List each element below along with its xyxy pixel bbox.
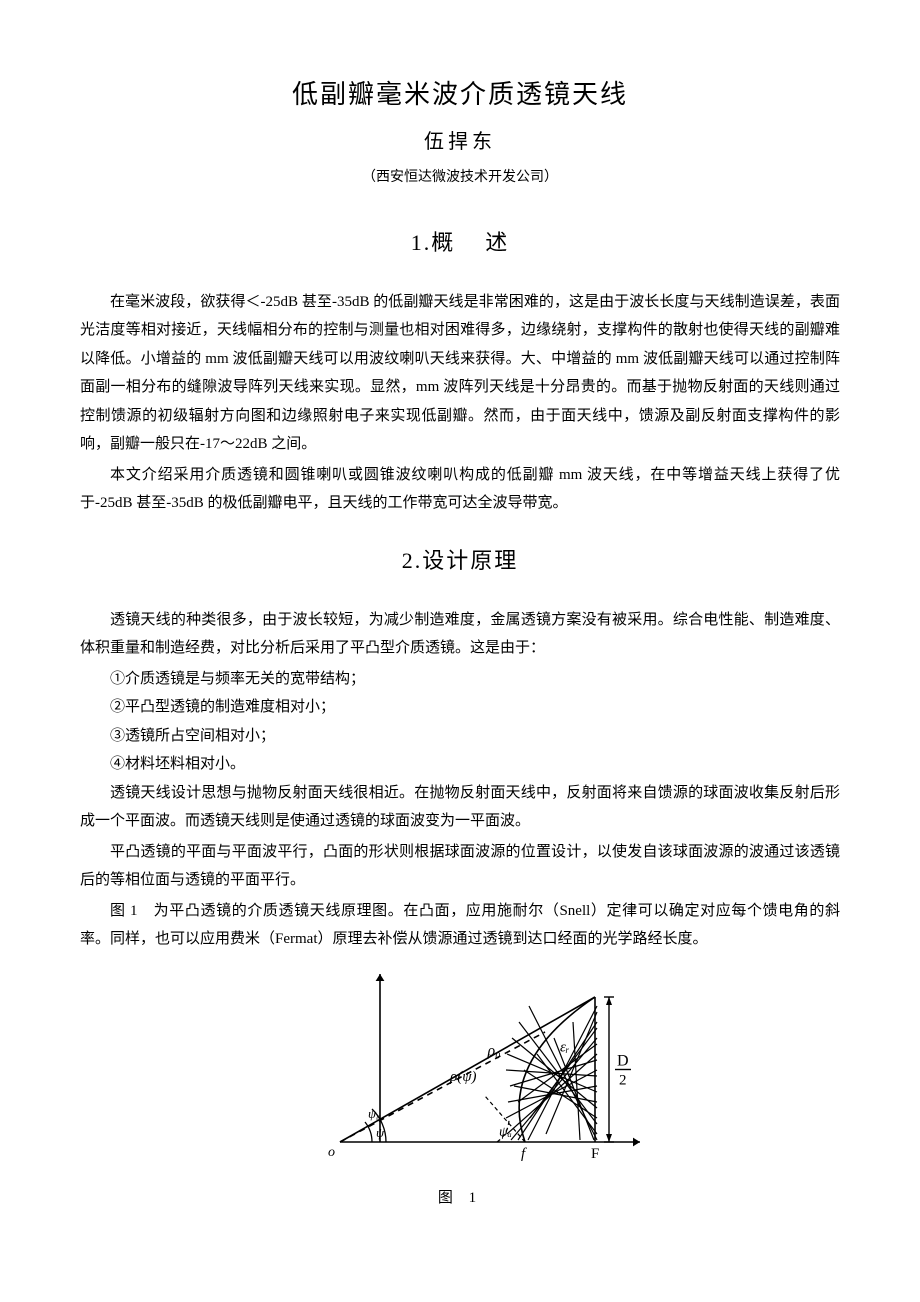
section-1-name-b: 述 bbox=[485, 230, 509, 255]
s2-li1: ①介质透镜是与频率无关的宽带结构； bbox=[80, 665, 840, 694]
s2-p1: 透镜天线的种类很多，由于波长较短，为减少制造难度，金属透镜方案没有被采用。综合电… bbox=[80, 606, 840, 663]
author-name: 伍捍东 bbox=[80, 123, 840, 161]
s2-p2: 透镜天线设计思想与抛物反射面天线很相近。在抛物反射面天线中，反射面将来自馈源的球… bbox=[80, 779, 840, 836]
svg-text:f: f bbox=[521, 1146, 527, 1162]
svg-text:εᵣ: εᵣ bbox=[560, 1039, 570, 1055]
svg-text:ψₐ: ψₐ bbox=[499, 1125, 512, 1140]
svg-text:ψ: ψ bbox=[376, 1125, 385, 1140]
section-1-number: 1. bbox=[411, 230, 432, 255]
s2-li2: ②平凸型透镜的制造难度相对小； bbox=[80, 693, 840, 722]
svg-text:ψ₀: ψ₀ bbox=[368, 1106, 381, 1121]
figure-1-caption: 图 1 bbox=[80, 1184, 840, 1213]
s2-p3: 平凸透镜的平面与平面波平行，凸面的形状则根据球面波源的位置设计，以使发自该球面波… bbox=[80, 838, 840, 895]
s2-p4: 图 1 为平凸透镜的介质透镜天线原理图。在凸面，应用施耐尔（Snell）定律可以… bbox=[80, 897, 840, 954]
affiliation: （西安恒达微波技术开发公司） bbox=[80, 165, 840, 192]
svg-text:F: F bbox=[591, 1146, 599, 1162]
svg-text:2: 2 bbox=[619, 1072, 627, 1088]
section-2-number: 2. bbox=[402, 548, 423, 573]
section-2-header: 2.设计原理 bbox=[80, 540, 840, 582]
section-1-header: 1.概 述 bbox=[80, 222, 840, 264]
paper-title: 低副瓣毫米波介质透镜天线 bbox=[80, 70, 840, 119]
s2-li3: ③透镜所占空间相对小； bbox=[80, 722, 840, 751]
figure-1: o ρ₀ ρ(ψ) ψ₀ ψ ψₐ εᵣ f F D 2 图 1 bbox=[80, 962, 840, 1213]
figure-1-diagram: o ρ₀ ρ(ψ) ψ₀ ψ ψₐ εᵣ f F D 2 bbox=[270, 962, 650, 1172]
s1-p1: 在毫米波段，欲获得＜-25dB 甚至-35dB 的低副瓣天线是非常困难的，这是由… bbox=[80, 288, 840, 459]
section-2-name: 设计原理 bbox=[422, 548, 518, 573]
s1-p2: 本文介绍采用介质透镜和圆锥喇叭或圆锥波纹喇叭构成的低副瓣 mm 波天线，在中等增… bbox=[80, 461, 840, 518]
svg-text:D: D bbox=[617, 1052, 629, 1069]
s2-li4: ④材料坯料相对小。 bbox=[80, 750, 840, 779]
svg-text:ρ₀: ρ₀ bbox=[487, 1042, 501, 1059]
svg-text:ρ(ψ): ρ(ψ) bbox=[449, 1069, 477, 1085]
svg-text:o: o bbox=[328, 1145, 335, 1160]
section-1-name-a: 概 bbox=[431, 230, 455, 255]
